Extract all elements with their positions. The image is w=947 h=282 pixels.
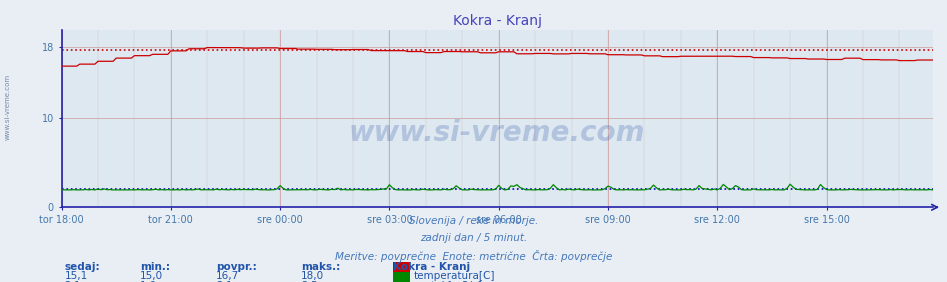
Text: maks.:: maks.: bbox=[301, 262, 340, 272]
Text: 1,6: 1,6 bbox=[140, 281, 157, 282]
Text: www.si-vreme.com: www.si-vreme.com bbox=[5, 74, 10, 140]
Text: Kokra - Kranj: Kokra - Kranj bbox=[393, 262, 470, 272]
Text: 15,0: 15,0 bbox=[140, 271, 163, 281]
Text: sedaj:: sedaj: bbox=[64, 262, 100, 272]
Text: 16,7: 16,7 bbox=[216, 271, 240, 281]
Text: 15,1: 15,1 bbox=[64, 271, 88, 281]
Text: 2,1: 2,1 bbox=[216, 281, 233, 282]
Text: pretok[m3/s]: pretok[m3/s] bbox=[414, 281, 482, 282]
Title: Kokra - Kranj: Kokra - Kranj bbox=[453, 14, 542, 28]
Text: min.:: min.: bbox=[140, 262, 170, 272]
Text: Slovenija / reke in morje.: Slovenija / reke in morje. bbox=[409, 216, 538, 226]
Text: Meritve: povprečne  Enote: metrične  Črta: povprečje: Meritve: povprečne Enote: metrične Črta:… bbox=[335, 250, 612, 262]
Text: zadnji dan / 5 minut.: zadnji dan / 5 minut. bbox=[420, 233, 527, 243]
Text: 2,1: 2,1 bbox=[64, 281, 81, 282]
Text: 2,5: 2,5 bbox=[301, 281, 318, 282]
Text: 18,0: 18,0 bbox=[301, 271, 324, 281]
Text: www.si-vreme.com: www.si-vreme.com bbox=[348, 119, 646, 147]
Text: temperatura[C]: temperatura[C] bbox=[414, 271, 495, 281]
Text: povpr.:: povpr.: bbox=[216, 262, 257, 272]
